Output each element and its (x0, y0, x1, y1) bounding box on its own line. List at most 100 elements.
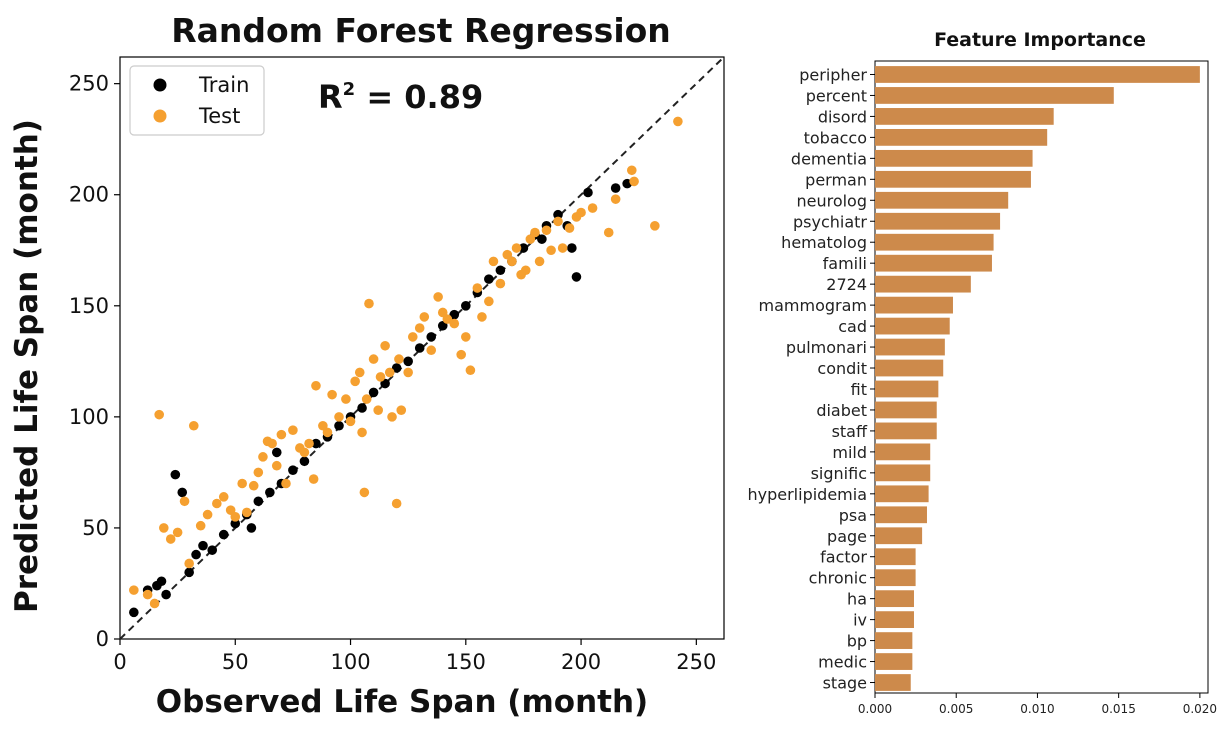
category-label: famili (823, 254, 867, 273)
category-label: chronic (809, 569, 867, 588)
category-label: mild (832, 443, 867, 462)
scatter-ticks: 0 50 100 150 200 250 0 50 100 150 200 250 (69, 72, 716, 674)
importance-bar-bp (875, 632, 913, 649)
category-label: condit (817, 359, 867, 378)
importance-bar-tobacco (875, 128, 1048, 146)
point-test (603, 227, 614, 238)
category-label: tobacco (804, 128, 867, 147)
point-train (156, 576, 167, 587)
point-test (576, 207, 586, 218)
point-test (534, 256, 545, 267)
point-test (530, 227, 540, 238)
point-test (322, 427, 333, 438)
point-train (265, 487, 275, 498)
point-test (553, 216, 563, 227)
importance-bar-hyperlipidemia (875, 485, 929, 503)
importance-bar-chronic (875, 569, 916, 587)
category-label: bp (847, 632, 867, 651)
point-test (159, 523, 169, 533)
point-train (271, 447, 282, 458)
scatter-chart: Random Forest Regression 0 50 100 150 200 250… (9, 11, 725, 720)
category-label: 2724 (826, 275, 867, 294)
point-train (583, 187, 593, 198)
importance-bar-medic (875, 653, 913, 670)
point-test (380, 340, 390, 351)
point-test (375, 372, 386, 382)
importance-bar-condit (875, 359, 944, 377)
point-test (288, 425, 298, 435)
point-test (218, 492, 229, 502)
importance-bar-psa (875, 506, 927, 524)
category-label: psychiatr (793, 212, 867, 231)
point-test (437, 307, 448, 318)
y-tick-label: 50 (82, 516, 109, 540)
importance-title: Feature Importance (934, 29, 1146, 51)
importance-bar-disord (875, 108, 1054, 125)
point-test (241, 507, 252, 518)
point-test (511, 243, 522, 253)
point-test (179, 496, 190, 507)
point-test (557, 243, 568, 253)
category-label: staff (832, 422, 868, 441)
y-tick-label: 200 (69, 183, 109, 207)
point-test (359, 487, 370, 498)
point-test (142, 589, 153, 600)
importance-bar-percent (875, 87, 1114, 104)
category-label: peripher (799, 65, 867, 84)
category-label: mammogram (759, 296, 867, 315)
point-train (253, 496, 264, 507)
point-test (507, 256, 517, 267)
point-test (327, 389, 337, 400)
importance-bars: peripher percent disord tobacco dementia perm… (747, 65, 1200, 693)
importance-bar-neurolog (875, 191, 1009, 209)
point-test (403, 367, 413, 378)
point-train (403, 356, 413, 367)
point-test (629, 176, 639, 187)
point-test (426, 345, 437, 356)
point-test (345, 416, 356, 427)
category-label: ha (847, 590, 867, 609)
category-label: dementia (791, 149, 867, 168)
category-label: hematolog (781, 233, 867, 252)
point-test (414, 323, 425, 333)
point-test (267, 438, 277, 449)
point-test (230, 512, 241, 522)
r-squared-main: R (318, 78, 343, 116)
point-train (553, 209, 563, 220)
importance-bar-staff (875, 422, 937, 440)
point-test (341, 394, 351, 404)
point-train (426, 332, 437, 342)
point-test (396, 405, 407, 415)
y-tick-label: 150 (69, 294, 109, 318)
importance-bar-psychiatr (875, 212, 1001, 230)
point-test (541, 225, 552, 236)
importance-bar-stage (875, 674, 911, 691)
point-test (610, 194, 621, 204)
point-train (518, 243, 529, 253)
point-test (419, 312, 430, 322)
point-test (449, 318, 460, 329)
category-label: cad (838, 317, 867, 336)
importance-chart: Feature Importance peripher percent disord… (747, 29, 1217, 716)
point-test (488, 256, 499, 267)
point-train (230, 518, 241, 529)
point-train (334, 420, 344, 431)
category-label: diabet (816, 401, 867, 420)
point-train (437, 320, 448, 331)
point-train (391, 363, 402, 373)
series-test (129, 116, 683, 609)
category-label: pulmonari (786, 338, 867, 357)
point-test (391, 498, 402, 509)
importance-bar-perman (875, 170, 1031, 188)
point-train (610, 183, 621, 193)
legend-marker-train (153, 78, 167, 92)
point-test (248, 480, 259, 491)
scatter-ylabel: Predicted Life Span (month) (9, 119, 45, 613)
point-train (484, 274, 494, 284)
scatter-legend: Train Test (129, 65, 265, 136)
point-test (129, 585, 139, 595)
point-test (258, 452, 268, 462)
point-test (465, 365, 476, 376)
point-test (237, 478, 247, 489)
importance-bar-iv (875, 611, 914, 629)
